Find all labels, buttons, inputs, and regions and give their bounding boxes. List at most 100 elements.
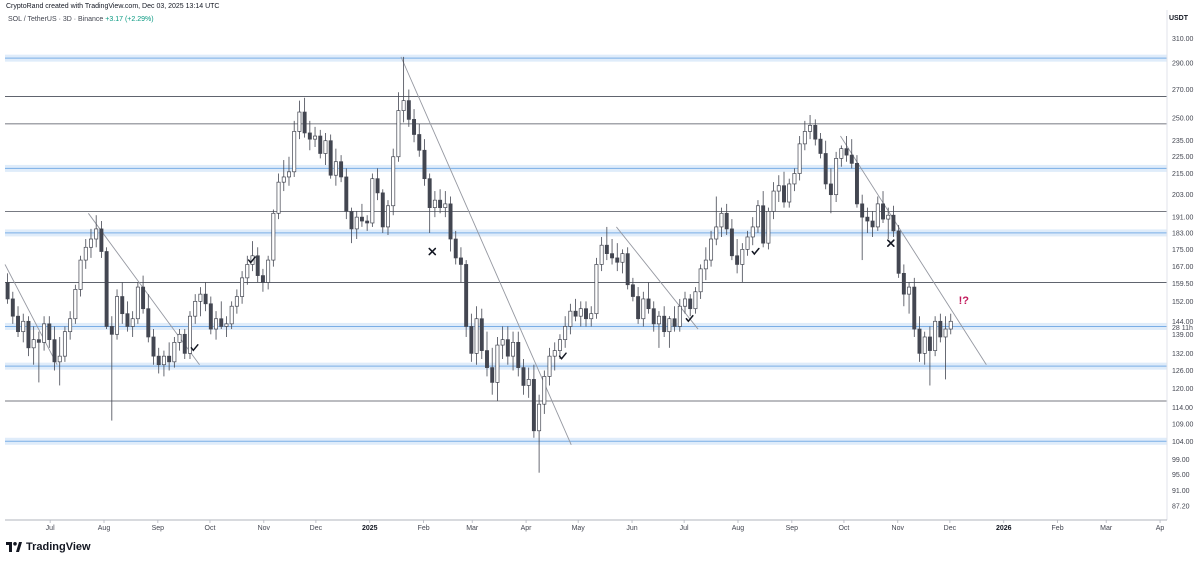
bull-candle-body — [94, 228, 99, 240]
candle — [94, 215, 99, 248]
bull-candle-body — [240, 277, 245, 297]
bear-candle-body — [375, 178, 380, 194]
bull-candle-body — [115, 296, 119, 335]
bull-candle-body — [792, 173, 797, 185]
candle — [599, 236, 604, 272]
candle — [146, 294, 151, 343]
bull-candle-body — [495, 344, 500, 383]
bull-candle-body — [31, 339, 36, 349]
candle — [542, 370, 547, 414]
candle — [698, 264, 703, 299]
candle — [641, 291, 646, 327]
price-tick-label: 225.00 — [1172, 154, 1194, 161]
bear-candle-body — [453, 238, 458, 259]
price-tick-label: 290.00 — [1172, 61, 1194, 68]
candle — [927, 326, 932, 386]
bear-candle-body — [52, 339, 57, 363]
candle — [620, 249, 625, 274]
candle — [615, 243, 620, 272]
candle — [99, 221, 104, 258]
bull-candle-body — [943, 328, 948, 338]
candle — [912, 277, 917, 337]
bear-candle-body — [469, 326, 474, 354]
candle — [276, 173, 281, 220]
bear-candle-body — [672, 318, 677, 327]
candle — [344, 168, 349, 220]
last-price-label: 28 11h — [1172, 325, 1193, 332]
bear-candle-body — [458, 257, 463, 265]
symbol-name[interactable]: SOL / TetherUS · 3D · Binance — [8, 16, 104, 23]
symbol-legend[interactable]: SOL / TetherUS · 3D · Binance +3.17 (+2.… — [8, 16, 154, 23]
candle — [73, 284, 78, 324]
candle — [537, 394, 542, 473]
bull-candle-body — [224, 323, 229, 327]
bull-candle-body — [511, 342, 516, 357]
bear-candle-body — [47, 323, 52, 341]
bull-candle-body — [21, 320, 26, 333]
trendlines[interactable] — [4, 56, 987, 446]
bull-candle-body — [214, 318, 219, 330]
candle — [302, 97, 307, 138]
bull-candle-body — [177, 333, 182, 343]
candle — [896, 224, 901, 278]
candle — [396, 92, 401, 162]
candle — [36, 331, 41, 383]
time-tick-label: Apr — [521, 525, 533, 532]
bull-candle-body — [703, 259, 708, 270]
price-tick-label: 250.00 — [1172, 115, 1194, 122]
bear-candle-body — [208, 303, 213, 330]
tradingview-brand[interactable]: TradingView — [6, 541, 91, 553]
candle — [891, 205, 896, 237]
candle — [443, 191, 448, 218]
candle — [651, 301, 656, 332]
candle — [584, 301, 588, 327]
bear-candle-body — [260, 275, 265, 283]
bear-candle-body — [761, 205, 766, 244]
price-axis[interactable]: 310.00 290.00 270.00 250.00 235.00 225.00 215.… — [1172, 36, 1194, 511]
candle — [172, 336, 177, 368]
candle — [266, 255, 271, 290]
price-tick-label: 91.00 — [1172, 488, 1190, 495]
candle — [62, 326, 67, 362]
bear-candle-body — [36, 339, 41, 343]
markers: !? — [190, 239, 969, 360]
candle — [271, 209, 276, 267]
bull-candle-body — [948, 320, 953, 330]
bull-candle-body — [578, 308, 583, 317]
candle — [78, 255, 83, 297]
price-tick-label: 191.00 — [1172, 215, 1194, 222]
candle — [943, 316, 948, 380]
candle — [521, 358, 526, 395]
candle — [797, 136, 802, 181]
bear-candle-body — [870, 220, 875, 228]
bull-candle-body — [683, 298, 687, 307]
bear-candle-body — [828, 183, 833, 196]
time-tick-label: Feb — [418, 525, 430, 532]
candle — [401, 56, 406, 123]
bear-candle-body — [146, 308, 151, 338]
bull-candle-body — [198, 293, 203, 302]
price-tick-label: 270.00 — [1172, 87, 1194, 94]
bear-candle-body — [5, 282, 10, 300]
candle — [359, 203, 364, 227]
candle — [479, 308, 484, 359]
bull-candle-body — [354, 216, 359, 230]
bull-candle-body — [563, 326, 568, 341]
candle — [782, 171, 786, 208]
bear-candle-body — [813, 124, 818, 140]
time-axis[interactable]: Jul Aug Sep Oct Nov Dec 2025 Feb Mar Apr May Jun Jul… — [46, 520, 1165, 532]
bull-candle-body — [229, 305, 234, 325]
candle — [234, 289, 239, 314]
candle — [844, 136, 849, 162]
check-marker-icon — [247, 256, 256, 264]
price-tick-label: 139.00 — [1172, 332, 1194, 339]
bull-candle-body — [68, 318, 73, 333]
bear-candle-body — [365, 220, 370, 224]
bear-candle-body — [823, 153, 828, 185]
bull-candle-body — [677, 305, 682, 327]
bull-candle-body — [287, 171, 291, 178]
horizontal-levels — [5, 96, 1167, 402]
check-marker-icon — [190, 344, 199, 352]
time-tick-label: May — [572, 525, 586, 532]
